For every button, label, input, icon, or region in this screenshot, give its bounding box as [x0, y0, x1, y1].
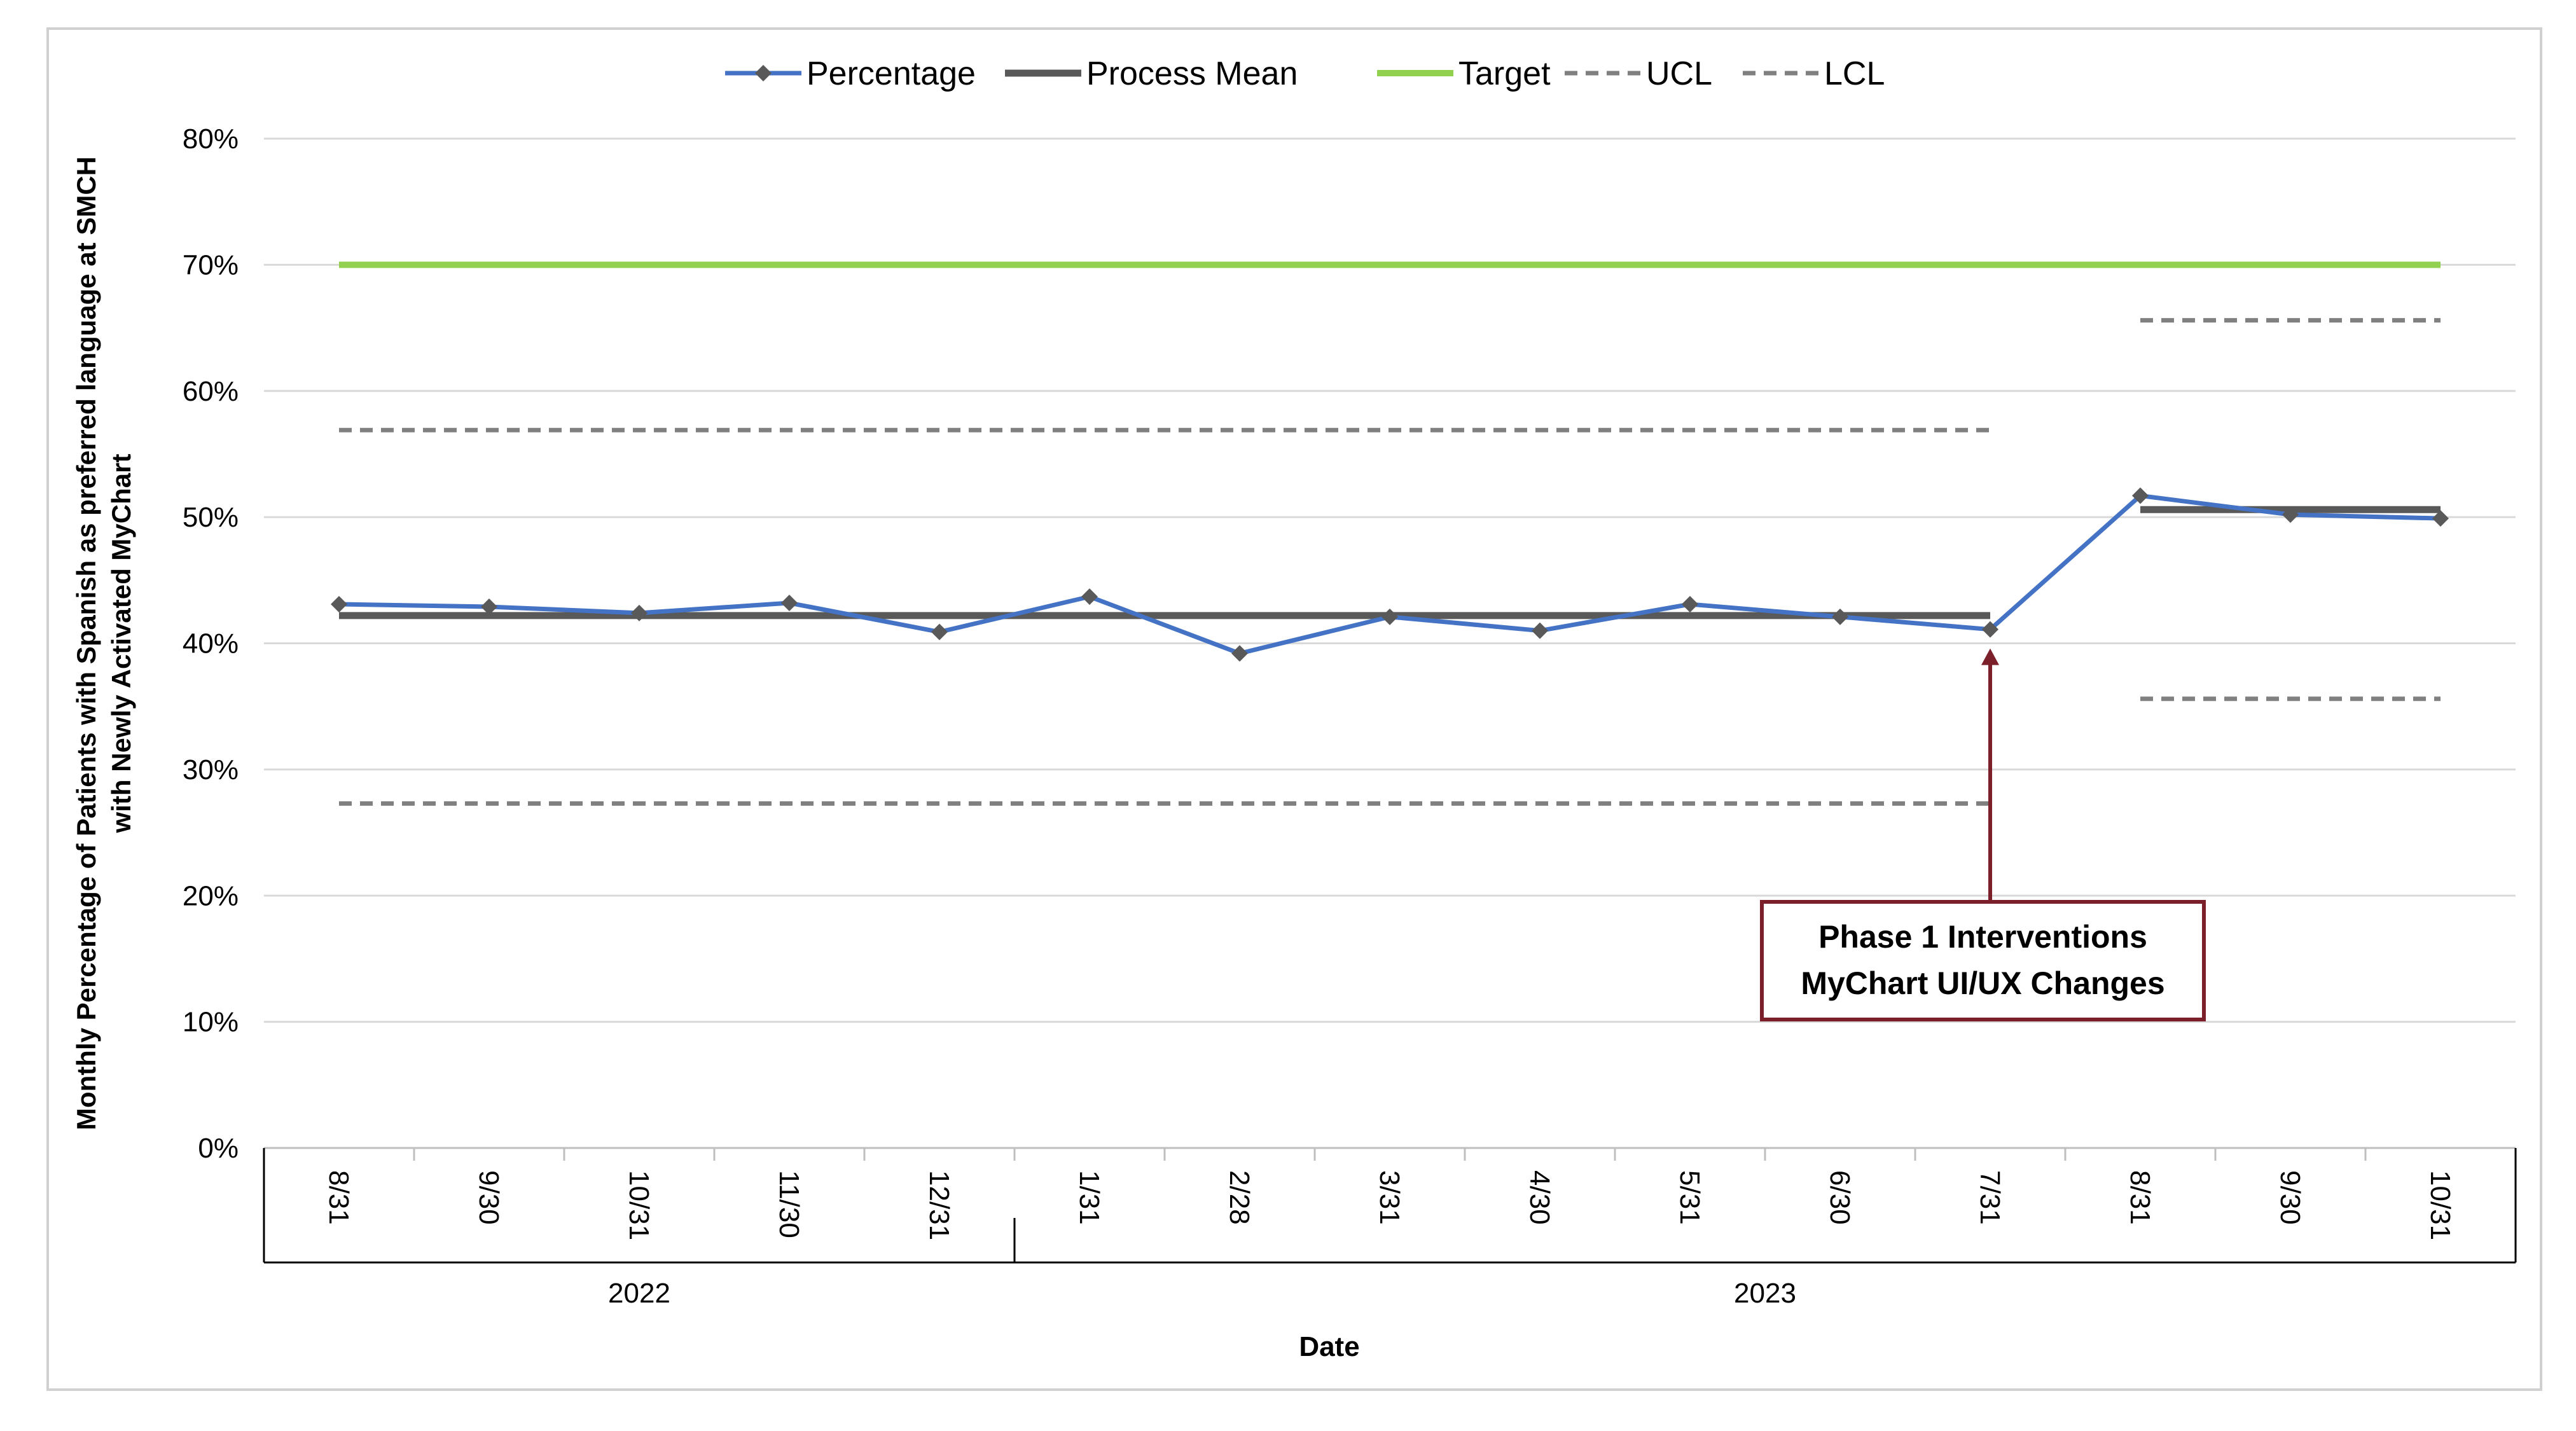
y-tick-label: 80% — [183, 123, 239, 155]
data-point-marker — [2282, 506, 2299, 523]
y-tick-label: 0% — [198, 1133, 239, 1164]
data-point-marker — [1081, 588, 1098, 605]
y-axis-title-line2: with Newly Activated MyChart — [106, 454, 136, 834]
legend-label: LCL — [1824, 55, 1885, 92]
x-tick-label: 8/31 — [323, 1170, 354, 1225]
legend: Percentage Process Mean Target UCL LCL — [725, 55, 1885, 92]
data-point-marker — [2132, 487, 2149, 504]
x-tick-label: 7/31 — [1974, 1170, 2005, 1225]
axes: 0% 10% 20% 30% 40% 50% 60% 70% 80% 8/31 9/30 10/31 1… — [71, 123, 2517, 1362]
data-point-marker — [481, 598, 497, 615]
annotation-text-line2: MyChart UI/UX Changes — [1801, 965, 2164, 1001]
y-axis-title: Monthly Percentage of Patients with Span… — [71, 156, 101, 1130]
x-tick-label: 9/30 — [473, 1170, 504, 1225]
x-tick-label: 2/28 — [1224, 1170, 1255, 1225]
series-group — [331, 261, 2449, 806]
x-tick-label: 10/31 — [2425, 1170, 2456, 1240]
data-point-marker — [1982, 621, 1998, 638]
x-tick-label: 8/31 — [2124, 1170, 2156, 1225]
gridlines — [264, 137, 2516, 1149]
data-point-marker — [931, 623, 948, 640]
data-point-marker — [331, 596, 347, 613]
y-tick-label: 30% — [183, 754, 239, 785]
x-tick-label: 6/30 — [1824, 1170, 1855, 1225]
annotation: Phase 1 Interventions MyChart UI/UX Chang… — [1760, 648, 2206, 1021]
x-tick-label: 3/31 — [1374, 1170, 1405, 1225]
legend-label: Percentage — [807, 55, 976, 92]
data-point-marker — [781, 595, 798, 612]
legend-label: Target — [1458, 55, 1551, 92]
data-point-marker — [1381, 608, 1398, 625]
y-tick-label: 50% — [183, 502, 239, 533]
annotation-text-line1: Phase 1 Interventions — [1818, 919, 2147, 955]
year-label: 2022 — [608, 1278, 670, 1309]
x-tick-label: 4/30 — [1524, 1170, 1555, 1225]
data-point-marker — [2432, 510, 2449, 527]
y-tick-label: 20% — [183, 880, 239, 911]
annotation-box — [1760, 900, 2206, 1021]
legend-label: Process Mean — [1086, 55, 1298, 92]
x-axis-title: Date — [1299, 1331, 1359, 1362]
legend-label: UCL — [1646, 55, 1712, 92]
data-point-marker — [631, 604, 647, 621]
data-point-marker — [1532, 622, 1548, 639]
data-point-marker — [1832, 608, 1848, 625]
x-tick-label: 9/30 — [2275, 1170, 2306, 1225]
x-tick-label: 11/30 — [773, 1170, 805, 1238]
x-tick-label: 1/31 — [1074, 1170, 1105, 1225]
legend-marker — [755, 65, 772, 81]
y-tick-label: 60% — [183, 376, 239, 407]
data-point-marker — [1231, 645, 1248, 662]
x-tick-label: 10/31 — [623, 1170, 654, 1240]
x-tick-label: 12/31 — [924, 1170, 955, 1240]
year-label: 2023 — [1734, 1278, 1796, 1309]
y-tick-label: 70% — [183, 249, 239, 280]
y-tick-label: 40% — [183, 628, 239, 660]
annotation-arrow-head — [1981, 648, 1999, 665]
x-tick-label: 5/31 — [1674, 1170, 1705, 1225]
data-point-marker — [1682, 596, 1698, 613]
y-tick-label: 10% — [183, 1007, 239, 1038]
chart-border — [46, 27, 2542, 1391]
